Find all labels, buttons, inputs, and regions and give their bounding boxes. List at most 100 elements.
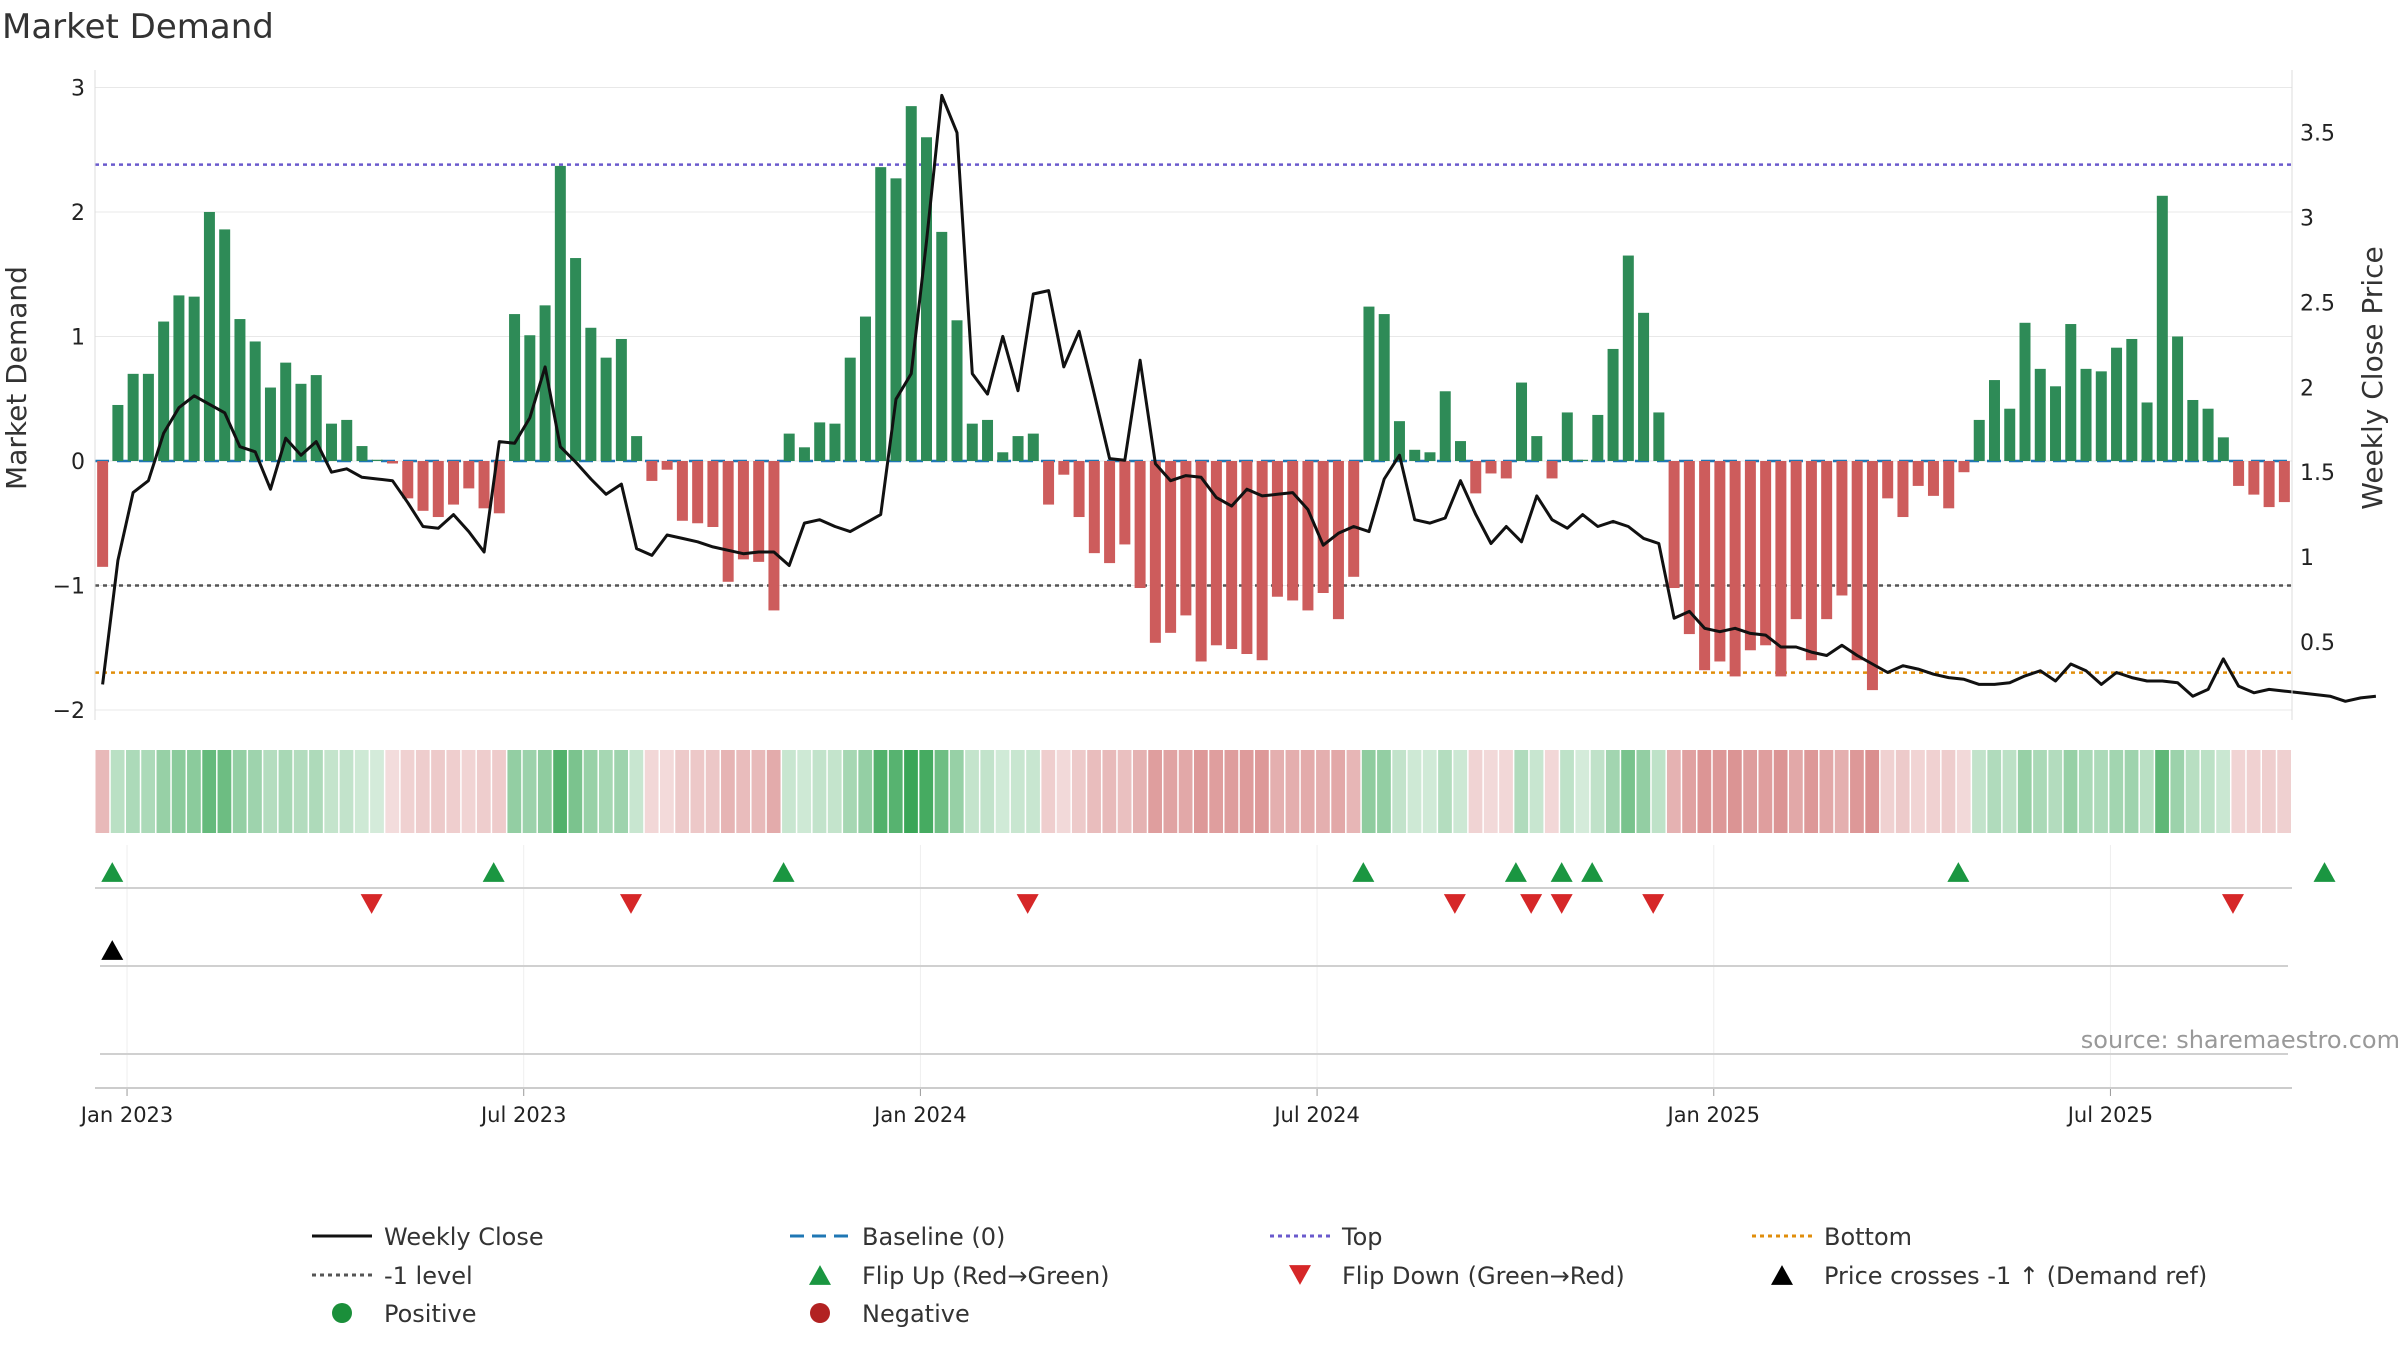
demand-bar [158, 321, 170, 462]
demand-bar [844, 357, 856, 462]
demand-bar [1058, 461, 1070, 475]
heat-cell [553, 750, 567, 833]
demand-bar [1195, 461, 1207, 662]
heat-cell [751, 750, 766, 833]
heat-cell [583, 750, 598, 833]
heat-cell [202, 750, 217, 833]
y-tick-label: −1 [53, 575, 85, 600]
legend-label: Weekly Close [384, 1223, 544, 1251]
price-cross-marker [101, 940, 124, 960]
legend-circle-icon [810, 1303, 830, 1323]
heat-cell [843, 750, 857, 833]
demand-bar [1256, 461, 1268, 661]
demand-bar [1790, 461, 1802, 620]
grid-lines [95, 86, 2292, 1090]
demand-bar [1912, 461, 1924, 486]
heat-cell [888, 750, 903, 833]
heat-cell [827, 750, 842, 833]
demand-bar [1988, 380, 2000, 462]
heat-cell [339, 750, 354, 833]
heat-cell [2155, 750, 2169, 833]
heat-cell [415, 750, 430, 833]
heat-cell [1834, 750, 1849, 833]
demand-bar [539, 305, 551, 462]
heat-cell [690, 750, 705, 833]
demand-bar [2202, 408, 2214, 462]
heat-cell [492, 750, 506, 833]
heat-cell [1361, 750, 1376, 833]
legend-item: Flip Up (Red→Green) [809, 1262, 1110, 1290]
heat-cell [1468, 750, 1483, 833]
demand-bar [1836, 461, 1848, 596]
demand-bar [112, 404, 124, 462]
flip-up-marker [1581, 862, 1604, 882]
heat-cell [476, 750, 491, 833]
heat-cell [110, 750, 125, 833]
demand-bar [783, 433, 795, 462]
heat-cell [1697, 750, 1712, 833]
demand-bar [2095, 371, 2107, 462]
heat-cell [1041, 750, 1056, 833]
demand-bar [1851, 461, 1863, 661]
demand-bar [1348, 461, 1360, 577]
heat-cell [965, 750, 979, 833]
demand-bar [707, 461, 719, 527]
demand-bar [1149, 461, 1161, 643]
demand-bar [859, 316, 871, 462]
demand-bar [387, 461, 399, 464]
demand-bar [1973, 419, 1985, 462]
price-cross-panel [101, 940, 124, 960]
demand-bar [1165, 461, 1177, 633]
heat-cell [1819, 750, 1834, 833]
demand-bar [448, 461, 460, 505]
demand-bar [905, 106, 917, 462]
demand-bar [478, 461, 490, 509]
heat-cell [1224, 750, 1239, 833]
heat-cell [1407, 750, 1422, 833]
demand-bar [1043, 461, 1055, 505]
heat-cell [1758, 750, 1773, 833]
demand-bar [493, 461, 505, 514]
demand-bar [417, 461, 429, 511]
demand-bar [325, 423, 337, 462]
heat-cell [1605, 750, 1620, 833]
demand-bar [356, 446, 368, 462]
y2-tick-label: 2.5 [2300, 291, 2335, 316]
heat-cell [736, 750, 751, 833]
heat-cell [263, 750, 278, 833]
demand-bar [432, 461, 444, 518]
demand-bar [585, 327, 597, 462]
weekly-close-path [101, 93, 2377, 703]
demand-bar [203, 211, 215, 462]
demand-bar [1012, 436, 1024, 462]
y-tick-label: 2 [71, 201, 85, 226]
heat-cell [1560, 750, 1574, 833]
legend-item: Weekly Close [312, 1223, 544, 1251]
legend-label: Baseline (0) [862, 1223, 1005, 1251]
demand-bar [1866, 461, 1878, 691]
demand-bar [1622, 255, 1634, 462]
heat-cell [598, 750, 613, 833]
heat-cell [1438, 750, 1452, 833]
heat-cell [1544, 750, 1559, 833]
demand-bar [1943, 461, 1955, 509]
axes: 3 2 1 0 −1 −2 3.5 3 2.5 2 1.5 1 0.5 Jan 2023 Jul 2023 J… [53, 70, 2335, 1127]
heat-cell [1651, 750, 1666, 833]
demand-bar [173, 295, 185, 462]
heat-cell [1499, 750, 1513, 833]
y2-tick-label: 3.5 [2300, 122, 2335, 147]
demand-bar [1210, 461, 1222, 646]
demand-bar [1821, 461, 1833, 620]
demand-bar [1699, 461, 1711, 671]
heat-cell [507, 750, 522, 833]
y2-tick-label: 1.5 [2300, 461, 2335, 486]
demand-bar [1607, 348, 1619, 462]
demand-bar [509, 314, 521, 462]
demand-bar [1531, 436, 1543, 462]
legend-label: -1 level [384, 1262, 473, 1290]
legend-circle-icon [332, 1303, 352, 1323]
demand-bar [295, 383, 307, 462]
demand-bar [1744, 461, 1756, 651]
legend: Weekly Close Baseline (0) Top Bottom -1 leve… [312, 1223, 2207, 1328]
y2-tick-label: 0.5 [2300, 631, 2335, 656]
